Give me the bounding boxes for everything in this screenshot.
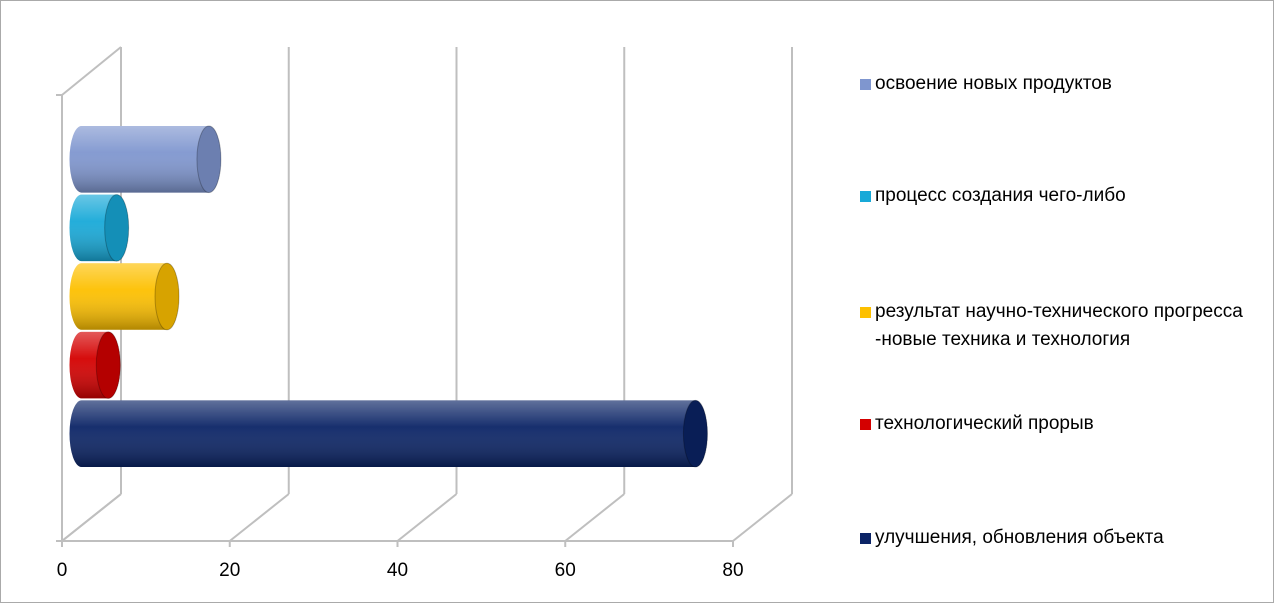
legend-item: технологический прорыв [860, 410, 1260, 438]
grid-line [229, 493, 290, 542]
bar-cap [95, 331, 121, 399]
bar-shade [69, 126, 221, 193]
x-tick-label: 40 [387, 560, 408, 581]
bar-cap-shade [154, 263, 179, 330]
bar-cap-shade [683, 400, 708, 467]
legend-label: технологический прорыв [875, 413, 1094, 434]
x-tick-label: 80 [722, 560, 743, 581]
legend-label: процесс создания чего-либо [875, 185, 1126, 206]
legend-label: результат научно-технического прогресса … [875, 301, 1243, 350]
bar-cap [196, 125, 222, 194]
legend-swatch [860, 533, 871, 544]
x-tick-label: 0 [57, 560, 68, 581]
grid-line [61, 493, 122, 542]
bar-shade [69, 400, 708, 467]
bar-cap-shade [96, 331, 121, 399]
legend-item: процесс создания чего-либо [860, 182, 1260, 210]
grid-line [732, 493, 793, 542]
legend-label: освоение новых продуктов [875, 73, 1112, 94]
bar [69, 194, 130, 262]
bar-cap-shade [104, 194, 129, 262]
legend-swatch [860, 307, 871, 318]
bar [69, 331, 121, 399]
legend-swatch [860, 79, 871, 90]
bar-cap [154, 262, 180, 331]
legend-swatch [860, 419, 871, 430]
bar [69, 262, 180, 331]
legend-item: освоение новых продуктов [860, 70, 1260, 98]
bar-cap [682, 399, 708, 468]
bar [69, 399, 708, 468]
bar-cap [104, 194, 130, 262]
legend-swatch [860, 191, 871, 202]
bar [69, 125, 222, 194]
legend-item: улучшения, обновления объекта [860, 524, 1260, 552]
x-tick-label: 60 [555, 560, 576, 581]
bar-shade [69, 263, 179, 330]
legend-item: результат научно-технического прогресса … [860, 298, 1260, 354]
grid-line [564, 493, 625, 542]
grid-line [396, 493, 458, 542]
x-tick-label: 20 [219, 560, 240, 581]
bar-cap-shade [196, 126, 221, 193]
legend-label: улучшения, обновления объекта [875, 527, 1164, 548]
legend: освоение новых продуктов процесс создания… [860, 0, 1270, 603]
